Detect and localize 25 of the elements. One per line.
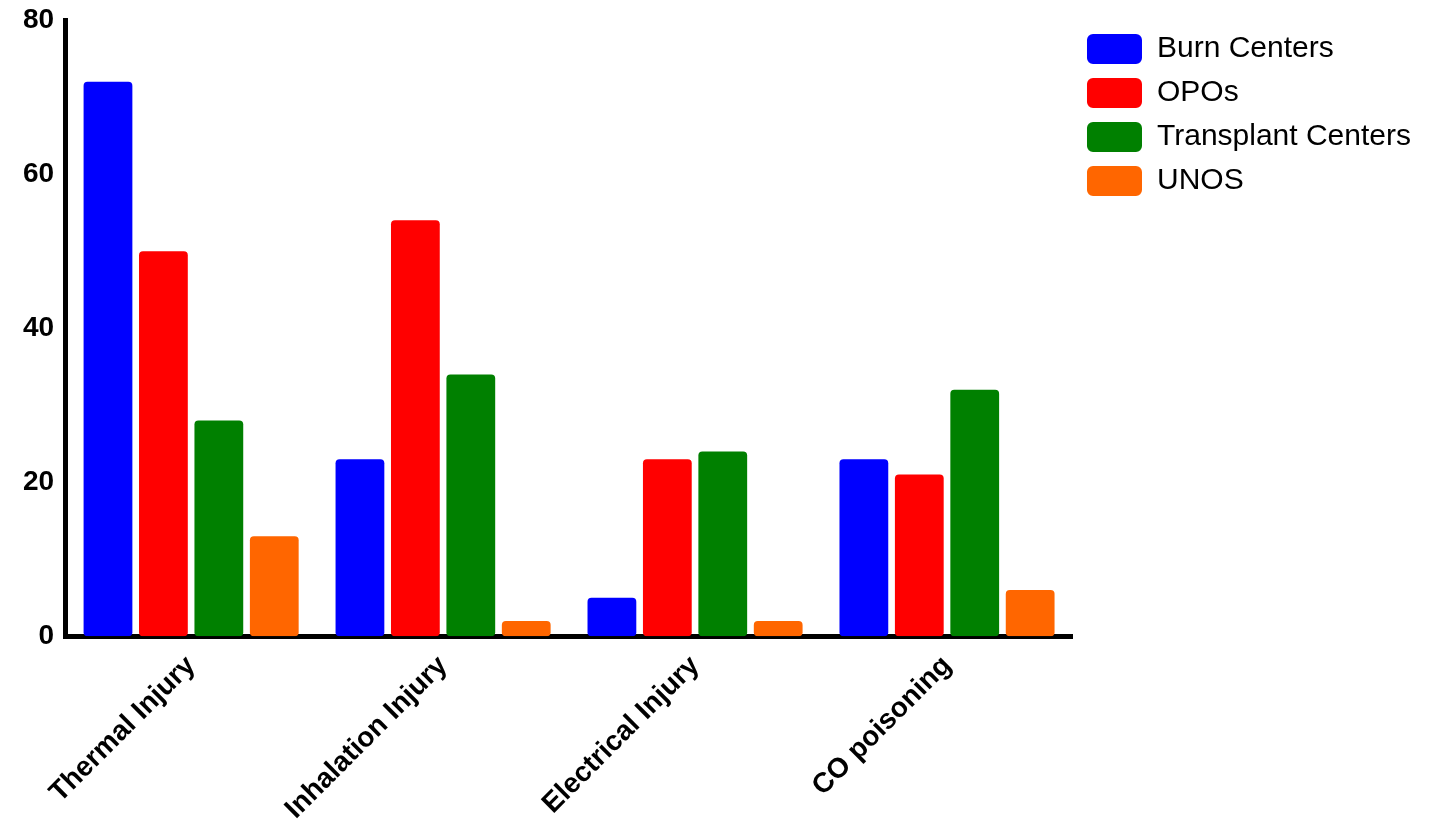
legend-label: Burn Centers	[1157, 30, 1334, 64]
legend-label: OPOs	[1157, 74, 1239, 108]
bar	[446, 374, 496, 637]
y-tick-label: 0	[38, 619, 55, 651]
legend-label: Transplant Centers	[1157, 118, 1412, 152]
bar	[194, 420, 244, 637]
bar	[83, 81, 133, 637]
y-tick-label: 80	[22, 2, 55, 34]
bar	[698, 451, 748, 637]
bar	[642, 459, 692, 637]
bar	[950, 389, 1000, 637]
bar	[753, 620, 803, 637]
bar	[335, 459, 385, 637]
bar	[894, 474, 944, 637]
y-tick-label: 60	[22, 156, 55, 188]
legend-label: UNOS	[1157, 162, 1244, 196]
bar	[390, 220, 440, 637]
bar	[249, 536, 299, 637]
bar	[587, 597, 637, 637]
bar	[839, 459, 889, 637]
bar	[1005, 590, 1055, 637]
y-tick-label: 40	[22, 310, 55, 342]
bar	[139, 251, 188, 637]
bar	[501, 620, 551, 637]
y-tick-label: 20	[22, 464, 55, 496]
